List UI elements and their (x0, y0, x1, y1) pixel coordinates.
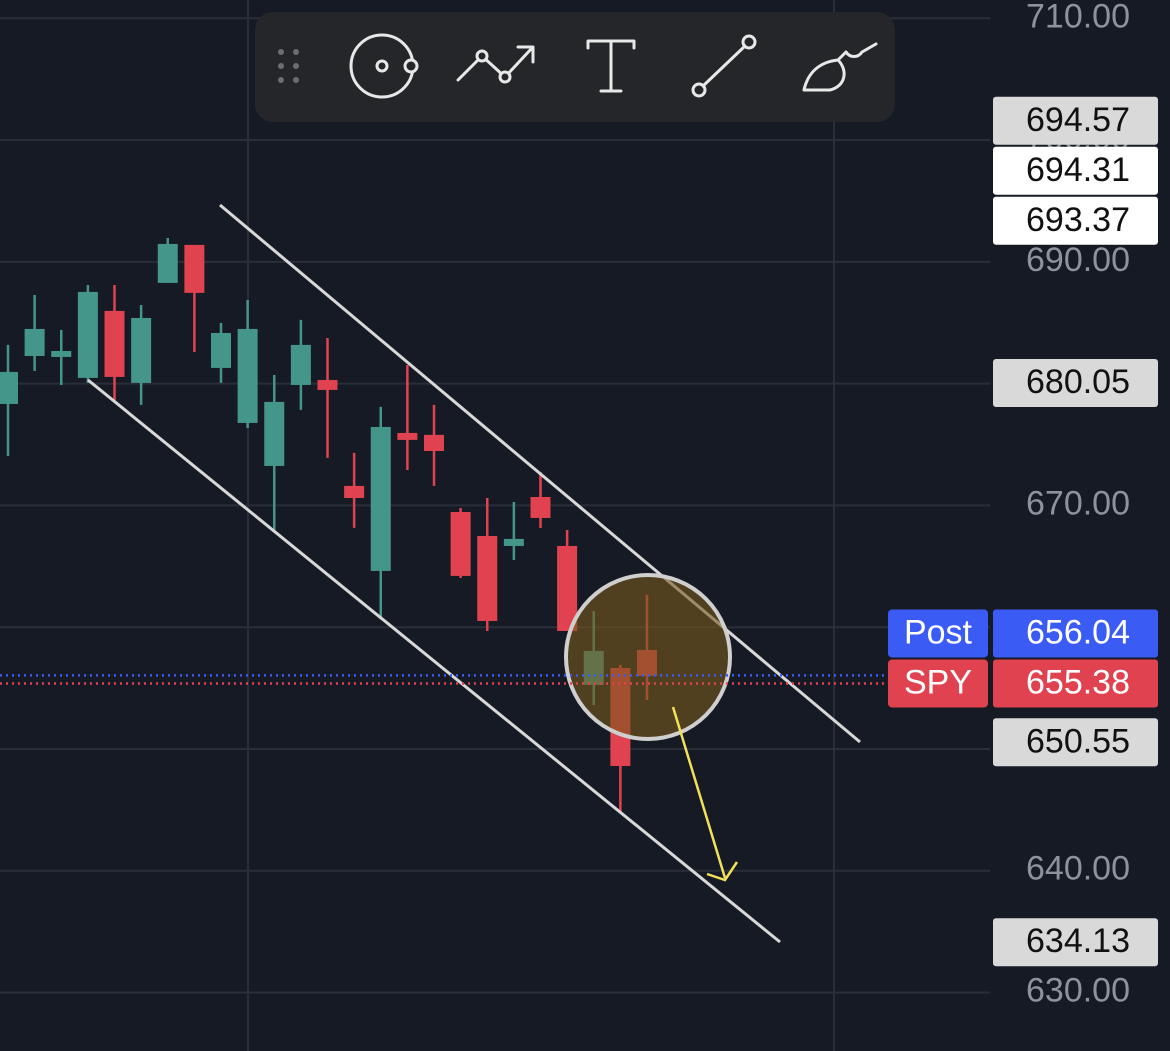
y-tick-label: 670.00 (1026, 484, 1130, 522)
y-tick-label: 640.00 (1026, 850, 1130, 888)
candle-body (237, 328, 258, 423)
highlight-circle (564, 573, 732, 741)
candle-body (477, 535, 498, 621)
candle-body (450, 511, 471, 576)
price-label: 694.57 (1026, 101, 1130, 139)
price-tag (888, 659, 988, 708)
text-tool[interactable] (586, 39, 636, 93)
candle-body (157, 243, 178, 283)
drag-handle[interactable] (278, 49, 299, 83)
price-box (993, 609, 1158, 658)
candle-body (397, 432, 418, 440)
candle-body (184, 244, 205, 293)
price-tag-label: SPY (904, 663, 972, 701)
y-tick-label: 630.00 (1026, 972, 1130, 1010)
candle-body (211, 332, 231, 368)
trend-line (219, 203, 861, 744)
price-label: 693.37 (1026, 201, 1130, 239)
price-box (993, 718, 1158, 767)
price-box (993, 146, 1158, 195)
price-tag (888, 609, 988, 658)
y-tick-label: 690.00 (1026, 241, 1130, 279)
toolbar-bg (255, 12, 895, 122)
candle-body (370, 426, 391, 571)
price-tag-label: Post (904, 613, 973, 651)
trend-line (87, 378, 781, 944)
arrow-head (706, 861, 739, 882)
circle-tool[interactable] (349, 33, 419, 99)
candle-body (344, 485, 365, 498)
y-tick-label: 710.00 (1026, 0, 1130, 35)
price-box (993, 359, 1158, 408)
price-box (993, 918, 1158, 967)
candle-body (104, 310, 125, 377)
candle-body (264, 401, 285, 466)
price-label: 680.05 (1026, 363, 1130, 401)
candle-body (0, 371, 18, 404)
price-labels: 694.57 694.31 693.37 680.05 Post 656.04 SPY 655… (0, 96, 1158, 967)
candle-body (290, 344, 311, 385)
price-label: 656.04 (1026, 613, 1130, 651)
candle-body (317, 379, 338, 390)
toolbar (255, 12, 895, 122)
candle-body (530, 497, 551, 518)
candle-body (77, 291, 98, 378)
line-tool[interactable] (691, 34, 757, 98)
candle-body (24, 328, 45, 356)
price-label: 634.13 (1026, 922, 1130, 960)
drawings (87, 203, 861, 944)
price-label: 694.31 (1026, 151, 1130, 189)
price-label: 650.55 (1026, 722, 1130, 760)
candle-body (51, 350, 72, 357)
price-box (993, 659, 1158, 708)
arrow (671, 706, 727, 879)
candle-body (557, 545, 578, 631)
candle-body (503, 538, 524, 546)
candle-body (131, 317, 152, 383)
price-box (993, 196, 1158, 245)
price-box (993, 96, 1158, 145)
brush-tool[interactable] (802, 42, 878, 92)
path-tool[interactable] (456, 45, 535, 84)
candle-body (424, 434, 444, 451)
price-label: 655.38 (1026, 663, 1130, 701)
